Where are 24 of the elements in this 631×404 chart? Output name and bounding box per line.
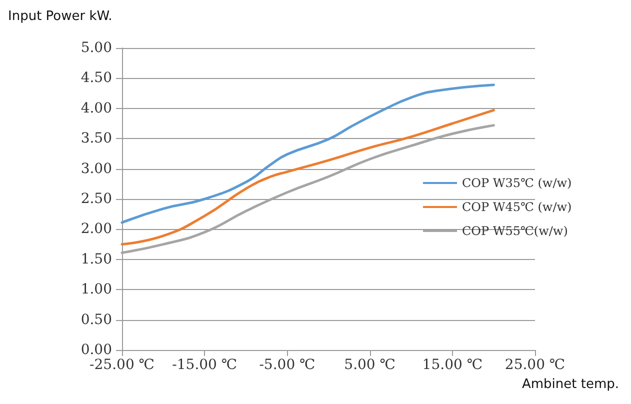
x-tick-label: -5.00 ℃: [259, 357, 316, 373]
x-tick-label: 15.00 ℃: [422, 357, 482, 373]
y-tick-label: 5.00: [80, 40, 112, 56]
y-tick-label: 0.50: [80, 312, 112, 328]
legend-label: COP W45℃ (w/w): [462, 200, 572, 214]
y-tick-label: 4.50: [80, 70, 112, 86]
y-tick-label: 4.00: [80, 100, 112, 116]
y-tick-label: 2.50: [80, 191, 112, 207]
y-tick-label: 3.50: [80, 130, 112, 147]
legend-label: COP W35℃ (w/w): [462, 176, 572, 190]
y-tick-label: 1.50: [80, 251, 112, 268]
y-tick-label: 0.00: [80, 342, 112, 358]
x-tick-label: -25.00 ℃: [90, 357, 154, 373]
legend-label: COP W55℃(w/w): [462, 224, 568, 238]
line-series: [120, 108, 495, 246]
x-tick-label: 25.00 ℃: [504, 357, 566, 373]
x-tick-label: 5.00 ℃: [344, 357, 396, 373]
x-tick-label: -15.00 ℃: [172, 357, 238, 373]
y-tick-label: 3.00: [80, 160, 112, 177]
x-axis-title: Ambinet temp.: [522, 377, 619, 392]
y-tick-label: 2.00: [80, 221, 112, 238]
line-series: [120, 84, 495, 224]
y-tick-label: 1.00: [80, 282, 112, 298]
y-axis-title: Input Power kW.: [8, 9, 112, 24]
